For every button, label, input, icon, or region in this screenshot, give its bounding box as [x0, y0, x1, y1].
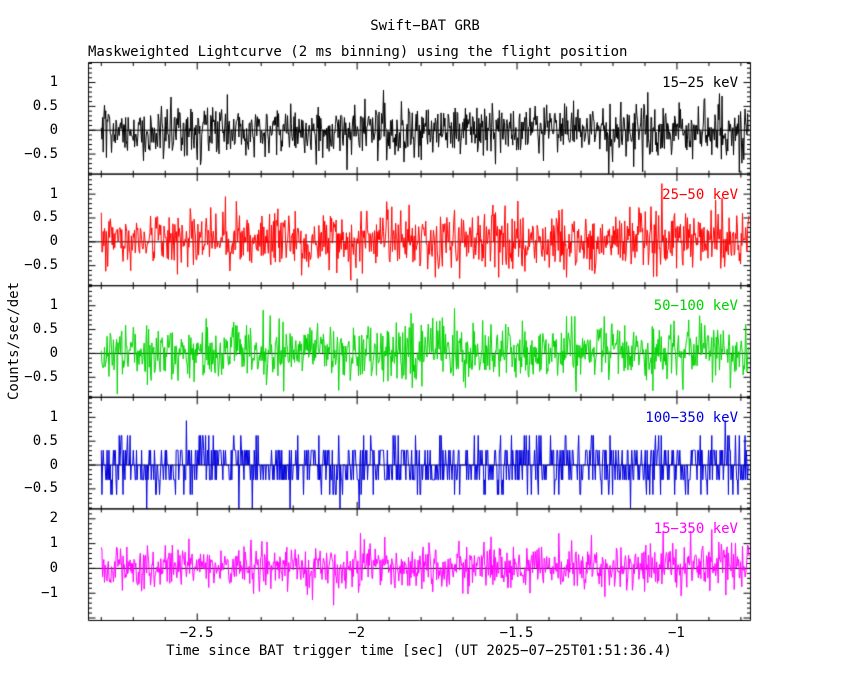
energy-band-label: 15−350 keV: [653, 521, 738, 538]
y-tick-label: 1: [49, 74, 58, 91]
y-tick-label: 2: [49, 510, 58, 527]
x-tick-label: −1.5: [499, 625, 534, 641]
y-tick-label: 0: [49, 344, 58, 361]
energy-band-label: 50−100 keV: [653, 298, 738, 315]
figure-subtitle: Maskweighted Lightcurve (2 ms binning) u…: [88, 44, 628, 60]
x-tick-label: −2.5: [179, 625, 214, 641]
y-tick-label: 0: [49, 456, 58, 473]
y-tick-label: 0: [49, 121, 58, 138]
y-tick-label: 1: [49, 535, 58, 552]
energy-band-label: 15−25 keV: [662, 75, 738, 91]
figure-title: Swift−BAT GRB: [370, 18, 480, 34]
y-tick-label: −0.5: [24, 145, 58, 162]
x-tick-label: −1: [668, 625, 685, 641]
y-tick-label: 0.5: [32, 97, 58, 114]
y-tick-label: −0.5: [24, 257, 58, 274]
y-tick-label: 1: [49, 408, 58, 425]
x-axis-label: Time since BAT trigger time [sec] (UT 20…: [166, 643, 672, 659]
y-tick-label: 0.5: [32, 209, 58, 226]
y-tick-label: 0.5: [32, 321, 58, 338]
energy-band-label: 25−50 keV: [662, 186, 738, 203]
y-tick-label: 0: [49, 233, 58, 250]
y-tick-label: 0.5: [32, 432, 58, 449]
energy-band-label: 100−350 keV: [645, 409, 738, 426]
x-tick-label: −2: [348, 625, 366, 641]
y-tick-label: −0.5: [24, 368, 58, 385]
y-tick-label: −0.5: [24, 480, 58, 497]
y-tick-label: 1: [49, 297, 58, 314]
y-tick-label: 0: [49, 559, 58, 576]
y-tick-label: −1: [41, 584, 58, 601]
y-tick-label: 1: [49, 185, 58, 202]
